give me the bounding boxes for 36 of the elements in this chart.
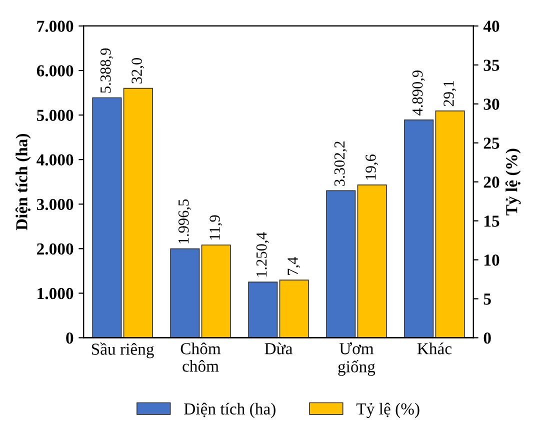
data-label: 11,9 (210, 215, 222, 240)
x-tick-label: Dừa (264, 342, 293, 354)
y-tick-label: 2.000 (37, 243, 74, 255)
y2-tick-label: 40 (483, 20, 500, 32)
legend-label: Diện tích (ha) (184, 402, 276, 418)
y-tick-label: 5.000 (36, 110, 74, 122)
y2-axis-title: Tỷ lệ (%) (505, 148, 521, 216)
data-label: 4.890,9 (412, 70, 425, 116)
data-label: 19,6 (366, 154, 378, 180)
y-tick-label: 7.000 (37, 20, 74, 32)
data-label: 1.996,5 (178, 199, 191, 244)
y2-tick-label: 20 (484, 176, 500, 188)
y2-tick-label: 30 (484, 98, 500, 110)
x-tick-label: Khác (417, 342, 452, 354)
x-tick-label: Chôm chôm (180, 342, 221, 372)
y-tick-label: 6.000 (36, 65, 74, 77)
y-tick-label: 4.000 (36, 154, 74, 166)
data-label: 32,0 (132, 58, 144, 84)
data-label: 3.302,2 (334, 142, 347, 186)
x-tick-label: Ươm giống (338, 342, 376, 376)
y2-tick-label: 25 (484, 138, 500, 149)
y-axis-title: Diện tích (ha) (15, 134, 31, 230)
data-label: 7,4 (288, 257, 300, 275)
y2-tick-label: 5 (484, 294, 491, 305)
y-tick-label: 3.000 (36, 198, 74, 210)
y-tick-label: 0 (66, 332, 74, 344)
y2-tick-label: 10 (484, 254, 500, 266)
legend-label: Tỷ lệ (%) (356, 402, 420, 418)
y2-tick-label: 0 (484, 332, 491, 344)
y2-tick-label: 15 (484, 216, 500, 227)
data-label: 29,1 (444, 80, 456, 106)
y-tick-label: 1.000 (38, 288, 74, 300)
data-label: 1.250,4 (256, 232, 269, 277)
y2-tick-label: 35 (484, 60, 500, 71)
x-tick-label: Sầu riêng (92, 342, 154, 358)
data-label: 5.388,9 (100, 48, 113, 93)
